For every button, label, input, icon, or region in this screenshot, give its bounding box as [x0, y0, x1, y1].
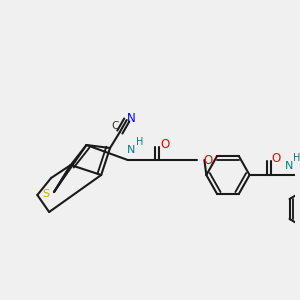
Text: O: O	[203, 154, 213, 166]
Text: C: C	[111, 121, 118, 131]
Text: H: H	[293, 153, 300, 163]
Text: S: S	[43, 189, 50, 199]
Text: O: O	[272, 152, 281, 166]
Text: H: H	[136, 137, 143, 147]
Text: N: N	[127, 145, 135, 155]
Text: O: O	[160, 139, 170, 152]
Text: N: N	[127, 112, 136, 124]
Text: N: N	[285, 161, 293, 171]
